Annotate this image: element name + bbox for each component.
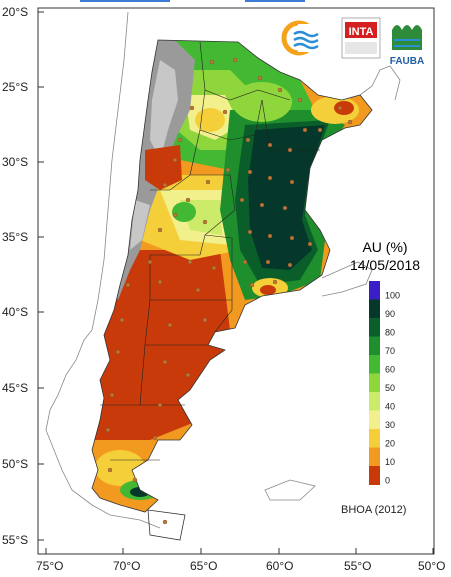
argentina-outline xyxy=(91,39,373,513)
legend-swatch xyxy=(369,466,380,485)
legend-label: 100 xyxy=(385,291,400,301)
legend-swatch xyxy=(369,281,380,300)
lat-label-25s: 25°S xyxy=(2,80,28,94)
legend-swatch xyxy=(369,355,380,374)
top-strip xyxy=(245,0,305,2)
legend-label: 60 xyxy=(385,365,395,375)
lat-label-30s: 30°S xyxy=(2,155,28,169)
map-date: 14/05/2018 xyxy=(350,257,420,273)
fauba-logo: FAUBA xyxy=(390,25,424,67)
legend-label: 10 xyxy=(385,457,395,467)
tierra-del-fuego-outline xyxy=(147,509,186,541)
legend-label: 50 xyxy=(385,383,395,393)
legend-swatch xyxy=(369,410,380,430)
inta-logo: INTA xyxy=(341,17,381,59)
lon-label-50o: 50°O xyxy=(418,559,445,573)
lat-label-50s: 50°S xyxy=(2,457,28,471)
legend-swatch xyxy=(369,336,380,356)
lat-label-40s: 40°S xyxy=(2,305,28,319)
legend-swatch xyxy=(369,429,380,448)
lat-label-45s: 45°S xyxy=(2,381,28,395)
lon-label-65o: 65°O xyxy=(190,559,217,573)
legend-swatch xyxy=(369,392,380,411)
legend-swatch xyxy=(369,318,380,337)
neighbor-outlines xyxy=(45,11,401,529)
logo-circle xyxy=(281,20,319,56)
fauba-logo-text: FAUBA xyxy=(390,56,424,67)
map-title: AU (%) xyxy=(362,239,407,255)
legend-label: 90 xyxy=(385,309,395,319)
lon-label-55o: 55°O xyxy=(344,559,371,573)
lon-label-60o: 60°O xyxy=(266,559,293,573)
legend-label: 80 xyxy=(385,328,395,338)
lat-label-20s: 20°S xyxy=(2,5,28,19)
lon-label-75o: 75°O xyxy=(36,559,63,573)
province-boundaries xyxy=(100,41,320,461)
lat-label-35s: 35°S xyxy=(2,230,28,244)
lat-ticks xyxy=(38,11,434,554)
top-strip xyxy=(80,0,170,2)
lat-label-55s: 55°S xyxy=(2,533,28,547)
legend-swatch xyxy=(369,299,380,319)
legend-label: 20 xyxy=(385,439,395,449)
legend-label: 0 xyxy=(385,476,390,486)
legend-label: 30 xyxy=(385,420,395,430)
map-credit: BHOA (2012) xyxy=(341,504,406,516)
legend-label: 70 xyxy=(385,346,395,356)
legend-swatch xyxy=(369,447,380,467)
inta-logo-text: INTA xyxy=(349,26,374,38)
station-dots xyxy=(105,57,353,525)
legend-label: 40 xyxy=(385,402,395,412)
lon-label-70o: 70°O xyxy=(113,559,140,573)
legend-swatch xyxy=(369,373,380,393)
